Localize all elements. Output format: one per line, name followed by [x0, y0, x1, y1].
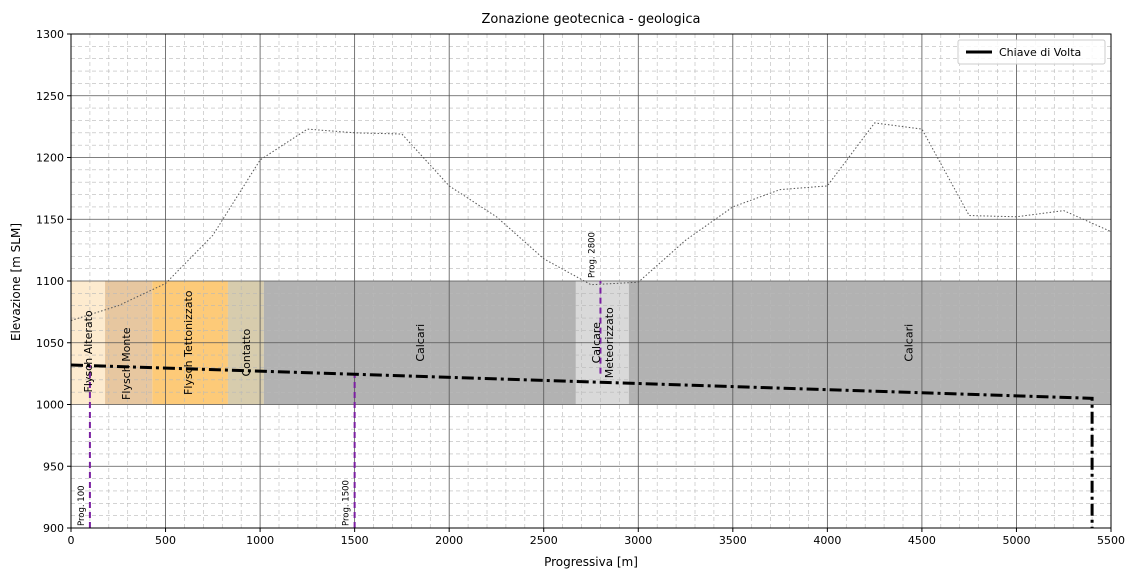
x-tick-label: 4500 — [908, 534, 936, 547]
legend: Chiave di Volta — [957, 39, 1106, 65]
terrain-profile-line — [70, 122, 1112, 321]
zone-label: Calcari — [414, 324, 427, 362]
progressive-marker-label: Prog. 100 — [77, 485, 87, 526]
y-tick-label: 1050 — [36, 337, 64, 350]
x-axis-label: Progressiva [m] — [544, 555, 638, 569]
x-tick-label: 2500 — [530, 534, 558, 547]
x-tick-label: 3000 — [624, 534, 652, 547]
x-tick-label: 5000 — [1002, 534, 1030, 547]
progressive-marker-label: Prog. 2800 — [587, 232, 597, 278]
zone-label: Flysch Monte — [120, 327, 133, 400]
y-axis-label: Elevazione [m SLM] — [9, 223, 23, 341]
zone-label: Flysch Tettonizzato — [182, 290, 195, 395]
plot-area: Flysch Alterato Flysch Monte Flysch Tetton… — [36, 28, 1125, 547]
y-tick-label: 1200 — [36, 152, 64, 165]
x-tick-label: 0 — [68, 534, 75, 547]
zone-label: Contatto — [240, 328, 253, 376]
x-tick-label: 4000 — [813, 534, 841, 547]
zone-label: CalcareMeteorizzato — [590, 307, 616, 378]
y-tick-label: 950 — [43, 460, 64, 473]
y-tick-label: 900 — [43, 522, 64, 535]
y-tick-label: 1000 — [36, 399, 64, 412]
zone-label: Calcari — [903, 324, 916, 362]
chiave-di-volta-line — [70, 363, 1094, 528]
legend-box — [957, 39, 1106, 65]
x-tick-label: 1000 — [246, 534, 274, 547]
y-tick-label: 1150 — [36, 213, 64, 226]
progressive-marker-label: Prog. 1500 — [342, 480, 352, 526]
x-tick-label: 1500 — [341, 534, 369, 547]
x-tick-label: 500 — [155, 534, 176, 547]
y-tick-label: 1100 — [36, 275, 64, 288]
y-tick-label: 1250 — [36, 90, 64, 103]
y-tick-label: 1300 — [36, 28, 64, 41]
x-tick-label: 3500 — [719, 534, 747, 547]
zone-label: Flysch Alterato — [82, 310, 95, 392]
legend-entry: Chiave di Volta — [999, 46, 1081, 59]
x-tick-label: 5500 — [1097, 534, 1125, 547]
x-tick-label: 2000 — [435, 534, 463, 547]
chart-title: Zonazione geotecnica - geologica — [482, 12, 701, 27]
